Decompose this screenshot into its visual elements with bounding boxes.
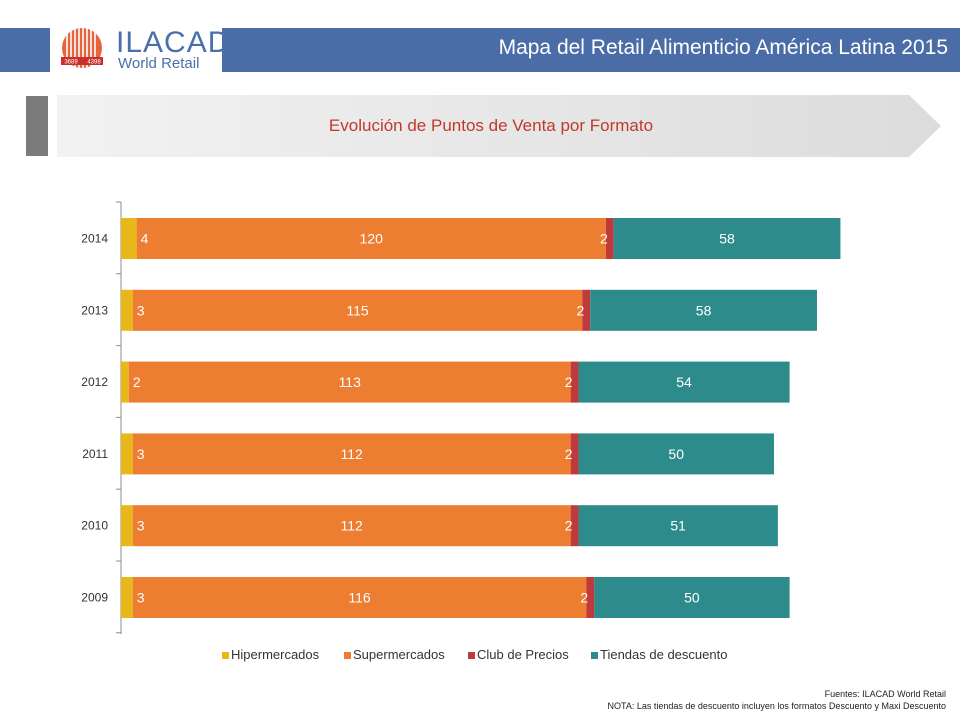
data-label-hipermercados-2012: 2: [133, 374, 141, 390]
bar-hipermercados-2014: [121, 218, 137, 259]
data-label-hipermercados-2011: 3: [137, 446, 145, 462]
footer-note: NOTA: Las tiendas de descuento incluyen …: [607, 701, 946, 711]
data-label-hipermercados-2013: 3: [137, 302, 145, 318]
legend-swatch-tiendas-de-descuento: [591, 652, 598, 659]
logo-name: ILACAD: [116, 26, 231, 59]
data-label-club-de-precios-2010: 2: [565, 518, 573, 534]
data-label-supermercados-2009: 116: [348, 590, 371, 606]
data-label-tiendas-de-descuento-2012: 54: [676, 374, 692, 390]
bar-hipermercados-2013: [121, 289, 133, 331]
data-label-club-de-precios-2012: 2: [565, 374, 573, 390]
data-label-tiendas-de-descuento-2011: 50: [668, 446, 684, 462]
footer: Fuentes: ILACAD World Retail NOTA: Las t…: [607, 688, 946, 712]
data-label-supermercados-2014: 120: [360, 231, 384, 247]
stacked-bar-chart: 2014 4 120 2 58 2013 3 115 2 58 2012 2 113 2 54 2011 3 11…: [81, 201, 841, 662]
bar-hipermercados-2009: [121, 577, 133, 618]
data-label-club-de-precios-2011: 2: [565, 446, 573, 462]
data-label-supermercados-2010: 112: [341, 518, 364, 534]
data-label-supermercados-2011: 112: [341, 446, 364, 462]
tick-label-2009: 2009: [81, 591, 108, 605]
legend-label-tiendas-de-descuento: Tiendas de descuento: [600, 647, 727, 662]
data-label-hipermercados-2009: 3: [137, 590, 145, 606]
legend-swatch-hipermercados: [222, 652, 229, 659]
data-label-supermercados-2012: 113: [339, 374, 362, 390]
tick-label-2011: 2011: [82, 447, 108, 461]
bar-hipermercados-2010: [121, 505, 133, 547]
bar-supermercados-2010: [132, 505, 571, 547]
bar-supermercados-2011: [132, 433, 571, 475]
bar-tiendas-de-descuento-2014: [613, 218, 841, 259]
bar-supermercados-2009: [132, 577, 587, 618]
bar-tiendas-de-descuento-2009: [594, 577, 790, 618]
bar-tiendas-de-descuento-2013: [590, 289, 817, 331]
bar-tiendas-de-descuento-2010: [578, 505, 778, 547]
bar-club-de-precios-2013: [582, 289, 591, 331]
bar-club-de-precios-2011: [570, 433, 579, 475]
data-label-tiendas-de-descuento-2014: 58: [719, 231, 735, 247]
logo: 3689 4398 ILACAD World Retail: [50, 22, 229, 76]
data-label-hipermercados-2014: 4: [141, 231, 149, 247]
logo-subtitle: World Retail: [118, 55, 200, 72]
bar-hipermercados-2011: [121, 433, 133, 475]
section-marker: [26, 96, 48, 156]
data-label-tiendas-de-descuento-2013: 58: [696, 302, 712, 318]
bar-tiendas-de-descuento-2012: [578, 361, 790, 403]
data-label-club-de-precios-2013: 2: [576, 302, 584, 318]
data-label-hipermercados-2010: 3: [137, 518, 145, 534]
logo-mark-icon: 3689 4398: [61, 28, 103, 68]
tick-label-2013: 2013: [81, 303, 108, 317]
data-label-tiendas-de-descuento-2010: 51: [670, 518, 686, 534]
logo-badge-right: 4398: [87, 60, 101, 66]
tick-label-2014: 2014: [81, 232, 108, 246]
bar-supermercados-2014: [136, 218, 606, 259]
bar-tiendas-de-descuento-2011: [578, 433, 774, 475]
bar-club-de-precios-2009: [586, 577, 595, 618]
legend-label-supermercados: Supermercados: [353, 647, 445, 662]
legend-label-club-de-precios: Club de Precios: [477, 647, 569, 662]
legend-label-hipermercados: Hipermercados: [231, 647, 320, 662]
page-title: Mapa del Retail Alimenticio América Lati…: [498, 36, 948, 59]
data-label-tiendas-de-descuento-2009: 50: [684, 590, 700, 606]
data-label-club-de-precios-2009: 2: [580, 590, 588, 606]
tick-label-2010: 2010: [81, 519, 108, 533]
legend-swatch-club-de-precios: [468, 652, 475, 659]
logo-badge-left: 3689: [64, 60, 78, 66]
footer-sources: Fuentes: ILACAD World Retail: [824, 689, 946, 699]
section-title: Evolución de Puntos de Venta por Formato: [328, 116, 654, 135]
bar-supermercados-2012: [128, 361, 571, 403]
tick-label-2012: 2012: [81, 375, 108, 389]
bar-club-de-precios-2010: [570, 505, 579, 547]
data-label-club-de-precios-2014: 2: [600, 231, 608, 247]
data-label-supermercados-2013: 115: [346, 302, 369, 318]
bar-club-de-precios-2012: [570, 361, 579, 403]
bar-hipermercados-2012: [121, 361, 129, 403]
legend-swatch-supermercados: [344, 652, 351, 659]
section-banner: [57, 95, 941, 157]
bar-club-de-precios-2014: [605, 218, 614, 259]
bar-supermercados-2013: [132, 289, 583, 331]
